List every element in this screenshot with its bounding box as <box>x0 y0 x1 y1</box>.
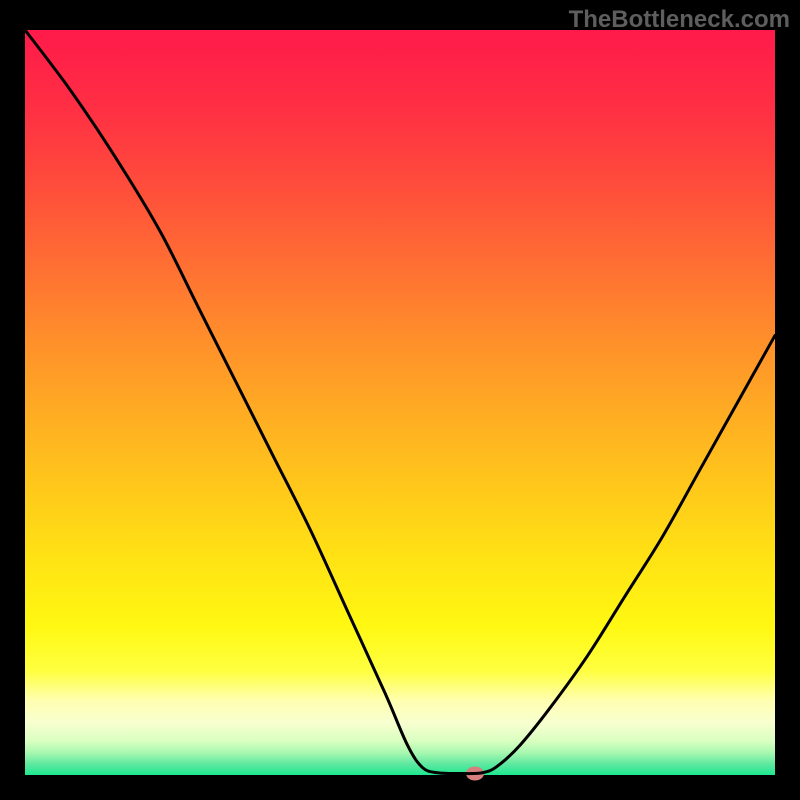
watermark-text: TheBottleneck.com <box>569 6 790 34</box>
chart-container: { "watermark": "TheBottleneck.com", "cha… <box>0 0 800 800</box>
bottleneck-chart <box>0 0 800 800</box>
plot-background <box>25 30 775 775</box>
